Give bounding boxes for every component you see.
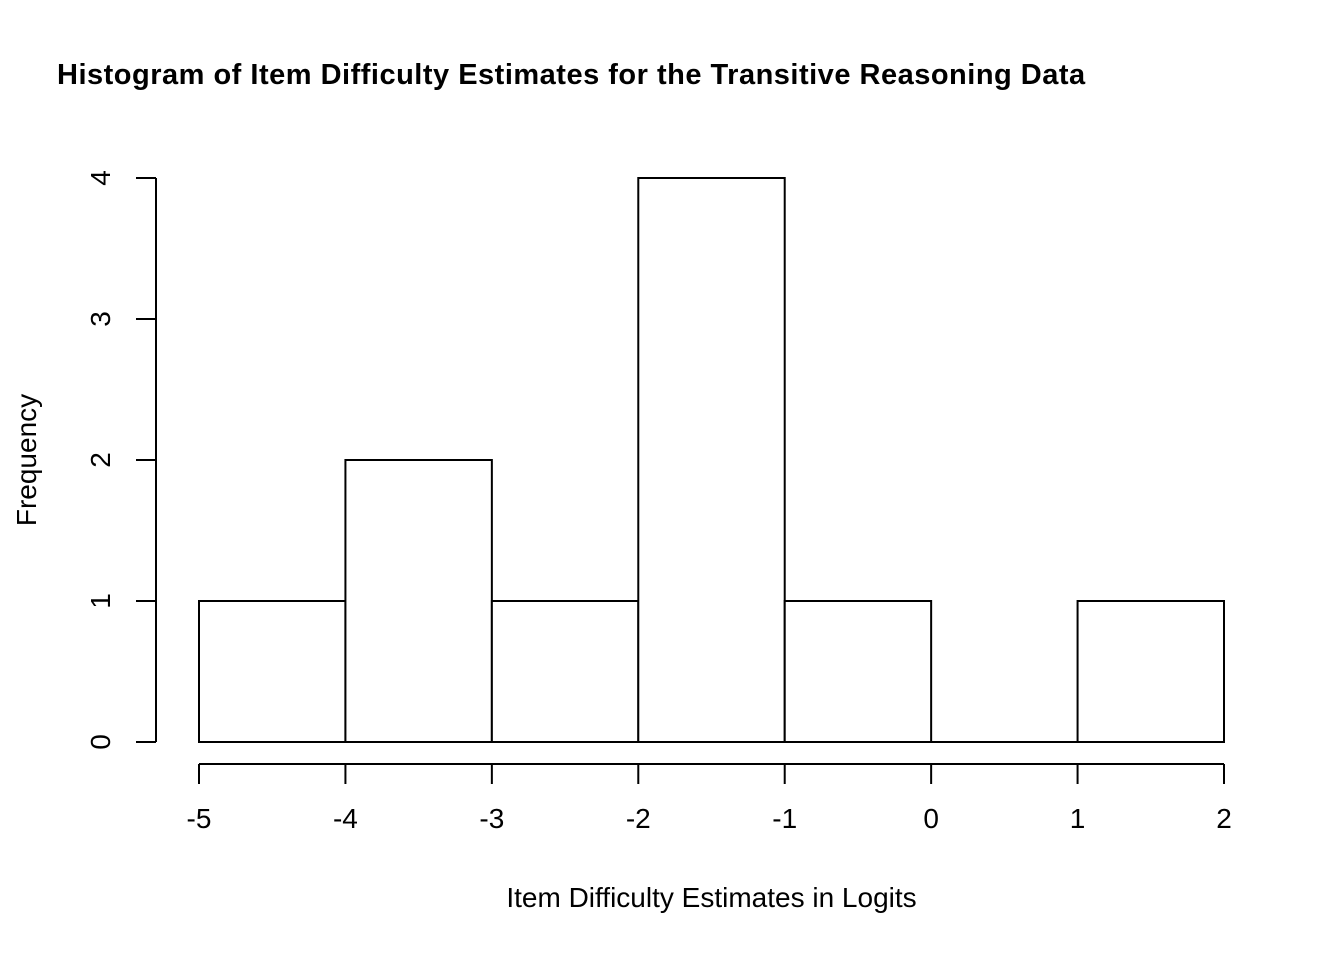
x-tick-label: -5 bbox=[187, 803, 212, 834]
x-tick-label: -3 bbox=[479, 803, 504, 834]
chart-title: Histogram of Item Difficulty Estimates f… bbox=[57, 59, 1086, 91]
histogram-bar bbox=[637, 177, 786, 743]
x-axis-label: Item Difficulty Estimates in Logits bbox=[506, 882, 917, 913]
histogram-bar bbox=[198, 600, 347, 743]
histogram-bar bbox=[783, 600, 933, 743]
y-tick-label: 0 bbox=[85, 734, 116, 750]
histogram-bar bbox=[344, 459, 493, 743]
x-tick-label: 2 bbox=[1216, 803, 1232, 834]
x-tick-label: -4 bbox=[333, 803, 358, 834]
x-tick-label: 0 bbox=[923, 803, 939, 834]
histogram-bar bbox=[490, 600, 640, 743]
y-tick-label: 4 bbox=[85, 170, 116, 186]
x-tick-label: 1 bbox=[1070, 803, 1086, 834]
y-tick-label: 1 bbox=[85, 593, 116, 609]
histogram-bar bbox=[1076, 600, 1225, 743]
y-tick-label: 3 bbox=[85, 311, 116, 327]
x-tick-label: -1 bbox=[772, 803, 797, 834]
x-tick-label: -2 bbox=[626, 803, 651, 834]
y-axis-label: Frequency bbox=[11, 394, 42, 526]
y-tick-label: 2 bbox=[85, 452, 116, 468]
